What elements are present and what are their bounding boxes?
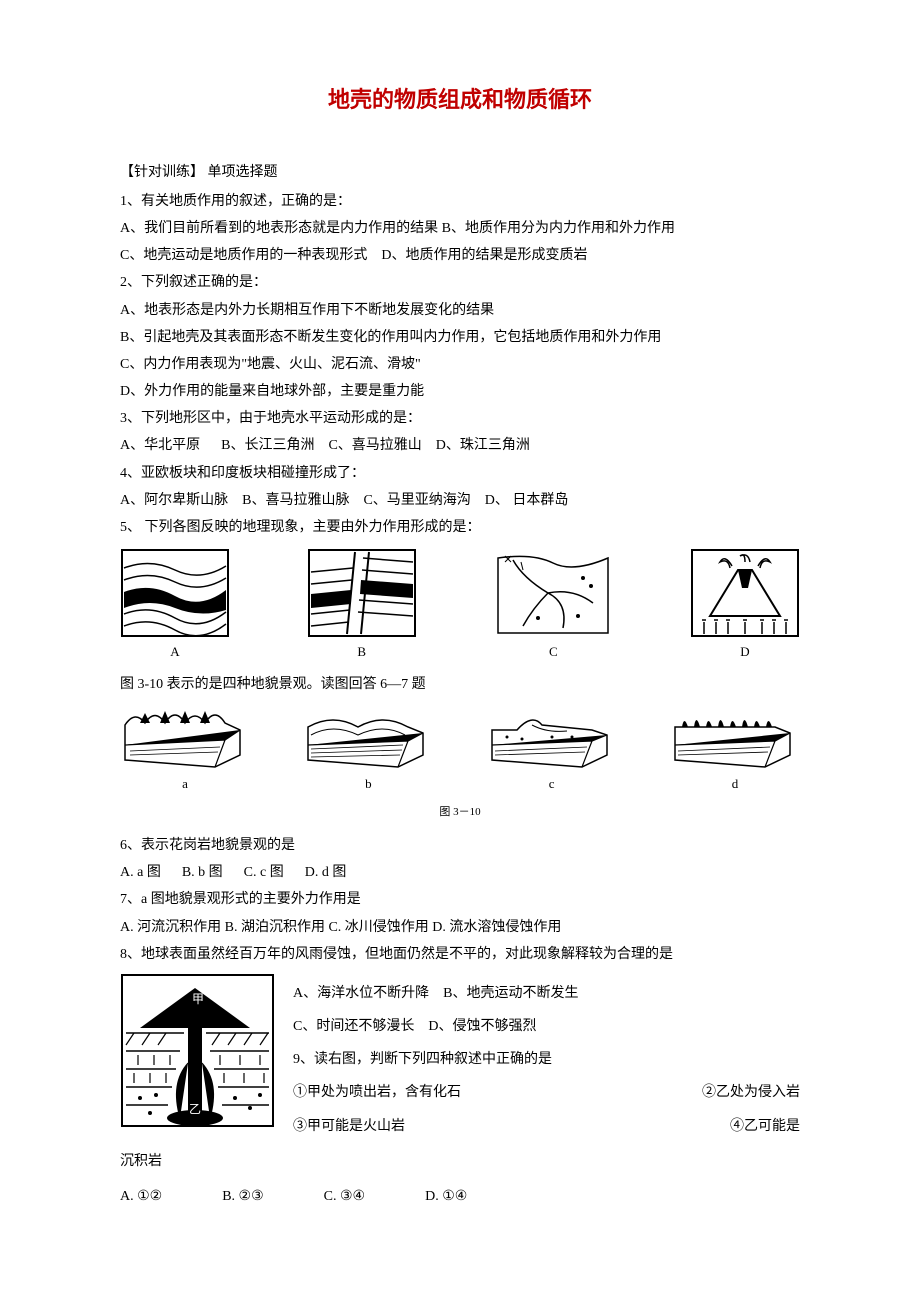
q9-optA: A. ①② <box>120 1184 162 1209</box>
q5-fig-a-label: A <box>120 640 230 663</box>
q8-line1: A、海洋水位不断升降 B、地壳运动不断发生 <box>293 981 800 1006</box>
q9-optB: B. ②③ <box>222 1184 263 1209</box>
fold-block-icon <box>303 705 433 770</box>
q5-fig-c: C <box>493 548 613 663</box>
q4-opts: A、阿尔卑斯山脉 B、喜马拉雅山脉 C、马里亚纳海沟 D、 日本群岛 <box>120 488 800 513</box>
fig310-b: b <box>303 705 433 795</box>
q6-opts: A. a 图 B. b 图 C. c 图 D. d 图 <box>120 860 800 885</box>
fig310-row: a b c d <box>120 705 800 795</box>
q5-fig-a: A <box>120 548 230 663</box>
fig310-b-label: b <box>303 772 433 795</box>
q2-stem: 2、下列叙述正确的是： <box>120 270 800 295</box>
q9-opts: A. ①② B. ②③ C. ③④ D. ①④ <box>120 1184 800 1209</box>
q7-stem: 7、a 图地貌景观形式的主要外力作用是 <box>120 887 800 912</box>
q9-stem: 9、读右图，判断下列四种叙述中正确的是 <box>293 1047 800 1072</box>
q7-opts: A. 河流沉积作用 B. 湖泊沉积作用 C. 冰川侵蚀作用 D. 流水溶蚀侵蚀作… <box>120 915 800 940</box>
q6-stem: 6、表示花岗岩地貌景观的是 <box>120 833 800 858</box>
q8-stem: 8、地球表面虽然经百万年的风雨侵蚀，但地面仍然是不平的，对此现象解释较为合理的是 <box>120 942 800 967</box>
q1-stem: 1、有关地质作用的叙述，正确的是： <box>120 189 800 214</box>
q9-optC: C. ③④ <box>324 1184 365 1209</box>
section-label: 【针对训练】 单项选择题 <box>120 160 800 185</box>
fig310-c-label: c <box>487 772 617 795</box>
q9-optD: D. ①④ <box>425 1184 467 1209</box>
q2-d: D、外力作用的能量来自地球外部，主要是重力能 <box>120 379 800 404</box>
page-title: 地壳的物质组成和物质循环 <box>120 80 800 120</box>
q2-a: A、地表形态是内外力长期相互作用下不断地发展变化的结果 <box>120 298 800 323</box>
granite-block-icon <box>670 705 800 770</box>
q1-line1: A、我们目前所看到的地表形态就是内力作用的结果 B、地质作用分为内力作用和外力作… <box>120 216 800 241</box>
q5-stem: 5、 下列各图反映的地理现象，主要由外力作用形成的是： <box>120 515 800 540</box>
q2-b: B、引起地壳及其表面形态不断发生变化的作用叫内力作用，它包括地质作用和外力作用 <box>120 325 800 350</box>
fig310-intro: 图 3-10 表示的是四种地貌景观。读图回答 6—7 题 <box>120 672 800 697</box>
q9-s1a: ①甲处为喷出岩，含有化石 <box>293 1080 461 1105</box>
q3-opts: A、华北平原 B、长江三角洲 C、喜马拉雅山 D、珠江三角洲 <box>120 433 800 458</box>
fig310-caption: 图 3－10 <box>120 803 800 823</box>
q1-line2: C、地壳运动是地质作用的一种表现形式 D、地质作用的结果是形成变质岩 <box>120 243 800 268</box>
svg-text:乙: 乙 <box>189 1102 201 1116</box>
q9-s1b: ②乙处为侵入岩 <box>702 1080 800 1105</box>
q9-s2b: ④乙可能是 <box>730 1114 800 1139</box>
q5-fig-b: B <box>307 548 417 663</box>
fault-strata-icon <box>307 548 417 638</box>
q3-stem: 3、下列地形区中，由于地壳水平运动形成的是： <box>120 406 800 431</box>
fig310-d-label: d <box>670 772 800 795</box>
karst-block-icon <box>120 705 250 770</box>
volcano-icon <box>690 548 800 638</box>
q5-fig-c-label: C <box>493 640 613 663</box>
river-delta-icon <box>493 548 613 638</box>
fig310-a-label: a <box>120 772 250 795</box>
q5-fig-d-label: D <box>690 640 800 663</box>
fold-strata-icon <box>120 548 230 638</box>
q9-s2a: ③甲可能是火山岩 <box>293 1114 405 1139</box>
q4-stem: 4、亚欧板块和印度板块相碰撞形成了： <box>120 461 800 486</box>
q9-geology-icon: 甲 乙 <box>120 973 275 1128</box>
q2-c: C、内力作用表现为"地震、火山、泥石流、滑坡" <box>120 352 800 377</box>
q5-fig-d: D <box>690 548 800 663</box>
q5-fig-b-label: B <box>307 640 417 663</box>
svg-text:甲: 甲 <box>192 992 204 1006</box>
fig310-d: d <box>670 705 800 795</box>
q9-tail: 沉积岩 <box>120 1149 800 1174</box>
fig310-c: c <box>487 705 617 795</box>
fig310-a: a <box>120 705 250 795</box>
q5-figure-row: A B C <box>120 548 800 663</box>
alluvial-block-icon <box>487 705 617 770</box>
q8-line2: C、时间还不够漫长 D、侵蚀不够强烈 <box>293 1014 800 1039</box>
